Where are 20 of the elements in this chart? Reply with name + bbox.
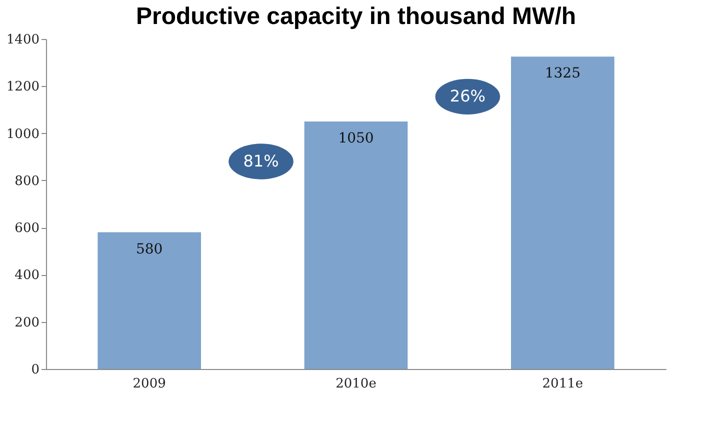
bar — [98, 232, 201, 369]
x-tick-label: 2010e — [336, 376, 377, 392]
y-tick-label: 1400 — [6, 32, 40, 48]
data-label: 1050 — [338, 130, 374, 146]
y-tick-label: 200 — [14, 315, 40, 330]
chart-title: Productive capacity in thousand MW/h — [136, 3, 576, 30]
y-tick-label: 400 — [14, 268, 40, 284]
annotation: 81% — [243, 152, 279, 170]
y-tick-label: 1000 — [6, 126, 40, 142]
x-tick-label: 2009 — [132, 376, 166, 392]
y-tick-label: 600 — [14, 221, 40, 236]
y-tick-label: 0 — [31, 362, 40, 378]
x-tick-label: 2011e — [542, 376, 584, 392]
y-tick-label: 1200 — [6, 80, 40, 95]
bar — [304, 122, 408, 369]
data-label: 580 — [136, 241, 163, 258]
bar — [511, 56, 614, 369]
annotation: 26% — [450, 86, 486, 106]
y-tick-label: 800 — [14, 174, 40, 189]
data-label: 1325 — [544, 66, 580, 82]
